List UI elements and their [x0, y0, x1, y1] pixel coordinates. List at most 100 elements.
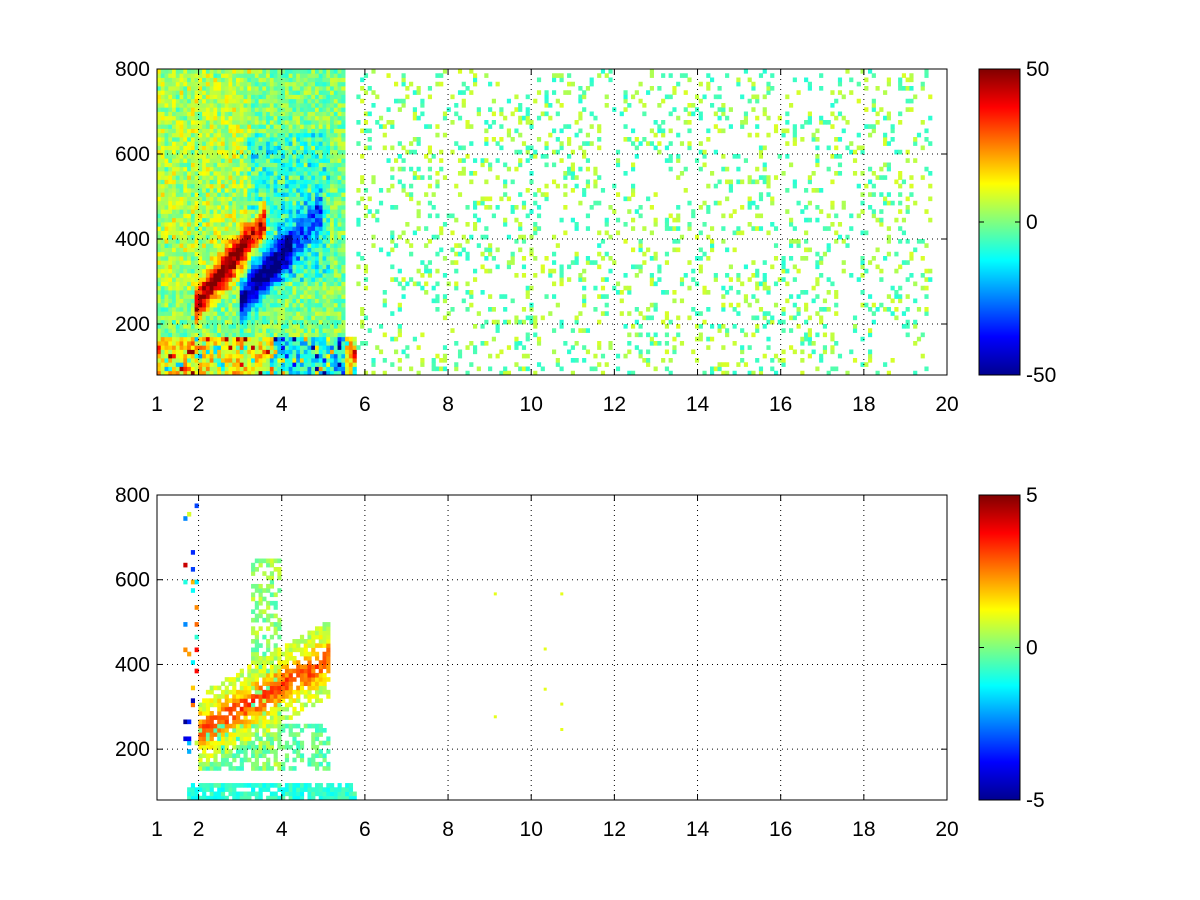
heatmap-cell	[315, 243, 320, 248]
heatmap-cell	[202, 188, 207, 193]
heatmap-cell	[187, 107, 192, 112]
heatmap-cell	[491, 213, 496, 219]
heatmap-cell	[322, 107, 327, 112]
heatmap-cell	[326, 166, 331, 172]
heatmap-cell	[175, 128, 180, 134]
heatmap-cell	[183, 341, 188, 346]
heatmap-cell	[157, 256, 162, 261]
heatmap-cell	[232, 234, 237, 240]
heatmap-cell	[563, 341, 568, 346]
heatmap-cell	[521, 234, 527, 240]
heatmap-cell	[164, 324, 169, 329]
heatmap-cell	[315, 77, 320, 83]
heatmap-cell	[454, 251, 459, 257]
heatmap-cell	[254, 341, 259, 346]
heatmap-cell	[220, 349, 226, 355]
heatmap-cell	[157, 311, 162, 316]
heatmap-cell	[164, 366, 169, 372]
heatmap-cell	[762, 277, 767, 282]
heatmap-cell	[168, 247, 173, 253]
heatmap-cell	[770, 222, 775, 227]
heatmap-cell	[187, 239, 192, 244]
heatmap-cell	[266, 90, 271, 95]
heatmap-cell	[345, 349, 350, 355]
heatmap-cell	[187, 205, 192, 210]
heatmap-cell	[322, 315, 327, 321]
heatmap-cell	[360, 179, 365, 185]
heatmap-cell	[307, 251, 312, 257]
heatmap-cell	[307, 324, 312, 329]
heatmap-cell	[209, 358, 214, 363]
heatmap-cell	[567, 141, 572, 146]
heatmap-cell	[766, 230, 771, 236]
heatmap-cell	[269, 111, 275, 117]
heatmap-cell	[172, 222, 177, 227]
heatmap-cell	[198, 222, 203, 227]
heatmap-cell	[533, 222, 538, 227]
heatmap-cell	[341, 149, 346, 155]
heatmap-cell	[363, 128, 369, 134]
heatmap-cell	[269, 98, 275, 104]
heatmap-cell	[224, 222, 229, 227]
heatmap-cell	[303, 94, 308, 100]
heatmap-cell	[209, 239, 214, 244]
heatmap-cell	[266, 268, 271, 274]
heatmap-cell	[416, 137, 421, 142]
heatmap-cell	[194, 128, 199, 134]
heatmap-cell	[450, 94, 455, 100]
heatmap-cell	[239, 332, 244, 338]
heatmap-cell	[427, 273, 433, 278]
heatmap-cell	[175, 336, 180, 342]
heatmap-cell	[164, 124, 169, 129]
heatmap-cell	[491, 307, 496, 312]
heatmap-cell	[179, 336, 184, 342]
heatmap-cell	[220, 298, 226, 304]
heatmap-cell	[254, 247, 259, 253]
heatmap-cell	[228, 366, 233, 372]
heatmap-cell	[157, 260, 162, 265]
heatmap-cell	[412, 336, 417, 342]
heatmap-cell	[202, 192, 207, 197]
heatmap-cell	[239, 171, 244, 176]
heatmap-cell	[322, 273, 327, 278]
heatmap-cell	[333, 298, 338, 304]
heatmap-cell	[224, 86, 229, 91]
heatmap-cell	[224, 162, 229, 168]
heatmap-cell	[247, 154, 252, 159]
heatmap-cell	[397, 166, 402, 172]
heatmap-cell	[209, 311, 214, 316]
heatmap-cell	[254, 86, 259, 91]
heatmap-cell	[281, 137, 286, 142]
heatmap-cell	[363, 315, 369, 321]
heatmap-cell	[179, 120, 184, 125]
heatmap-cell	[725, 332, 730, 338]
heatmap-cell	[315, 268, 320, 274]
heatmap-cell	[457, 243, 463, 248]
heatmap-cell	[755, 124, 760, 129]
heatmap-cell	[789, 239, 794, 244]
heatmap-cell	[416, 115, 421, 121]
heatmap-cell	[228, 243, 233, 248]
heatmap-cell	[277, 230, 282, 236]
heatmap-cell	[258, 324, 263, 329]
heatmap-cell	[292, 115, 297, 121]
heatmap-cell	[220, 302, 226, 308]
heatmap-cell	[228, 277, 233, 282]
heatmap-cell	[160, 69, 165, 74]
heatmap-cell	[307, 302, 312, 308]
heatmap-cell	[315, 234, 320, 240]
heatmap-cell	[330, 328, 335, 333]
heatmap-cell	[228, 332, 233, 338]
heatmap-cell	[288, 145, 293, 151]
heatmap-cell	[710, 77, 715, 83]
heatmap-cell	[649, 302, 654, 308]
heatmap-cell	[251, 315, 256, 321]
heatmap-cell	[213, 166, 218, 172]
heatmap-cell	[281, 256, 286, 261]
heatmap-cell	[363, 120, 369, 125]
heatmap-cell	[284, 196, 290, 202]
heatmap-cell	[488, 243, 493, 248]
heatmap-cell	[262, 345, 267, 350]
heatmap-cell	[326, 268, 331, 274]
heatmap-cell	[288, 141, 293, 146]
